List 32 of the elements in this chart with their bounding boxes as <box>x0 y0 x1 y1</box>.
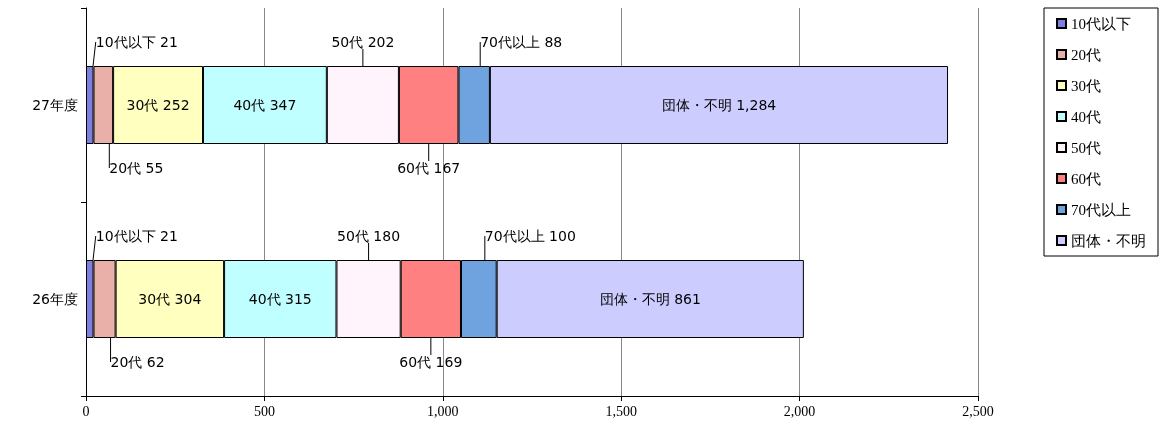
data-label: 50代 180 <box>337 228 401 244</box>
data-label: 10代以下 21 <box>95 34 178 50</box>
data-label: 40代 347 <box>233 97 297 113</box>
y-tick-label: 27年度 <box>32 97 78 113</box>
data-label: 40代 315 <box>248 291 312 307</box>
legend-label: 10代以下 <box>1071 15 1131 32</box>
data-label: 70代以上 100 <box>484 228 576 244</box>
x-tick-label: 2,500 <box>962 403 994 419</box>
data-label: 30代 252 <box>126 97 190 113</box>
x-tick-label: 500 <box>253 403 275 419</box>
x-tick-label: 1,500 <box>605 403 637 419</box>
data-label: 20代 55 <box>109 160 164 176</box>
legend-label: 40代 <box>1071 108 1101 125</box>
legend-label: 50代 <box>1071 139 1101 156</box>
data-label: 団体・不明 861 <box>599 291 701 307</box>
legend-label: 70代以上 <box>1071 201 1131 218</box>
data-label: 60代 169 <box>399 354 463 370</box>
x-tick-label: 2,000 <box>783 403 816 419</box>
data-label: 10代以下 21 <box>95 228 178 244</box>
legend-label: 30代 <box>1071 77 1101 94</box>
legend-label: 団体・不明 <box>1071 232 1146 249</box>
data-label: 30代 304 <box>138 291 202 307</box>
y-tick-label: 26年度 <box>32 291 78 307</box>
data-label: 20代 62 <box>110 354 165 370</box>
data-label: 60代 167 <box>397 160 461 176</box>
legend-label: 20代 <box>1071 46 1101 63</box>
data-label: 団体・不明 1,284 <box>661 97 777 113</box>
legend-label: 60代 <box>1071 170 1101 187</box>
data-label: 50代 202 <box>331 34 395 50</box>
x-tick-label: 0 <box>82 403 90 419</box>
x-tick-label: 1,000 <box>427 403 459 419</box>
data-label: 70代以上 88 <box>480 34 563 50</box>
